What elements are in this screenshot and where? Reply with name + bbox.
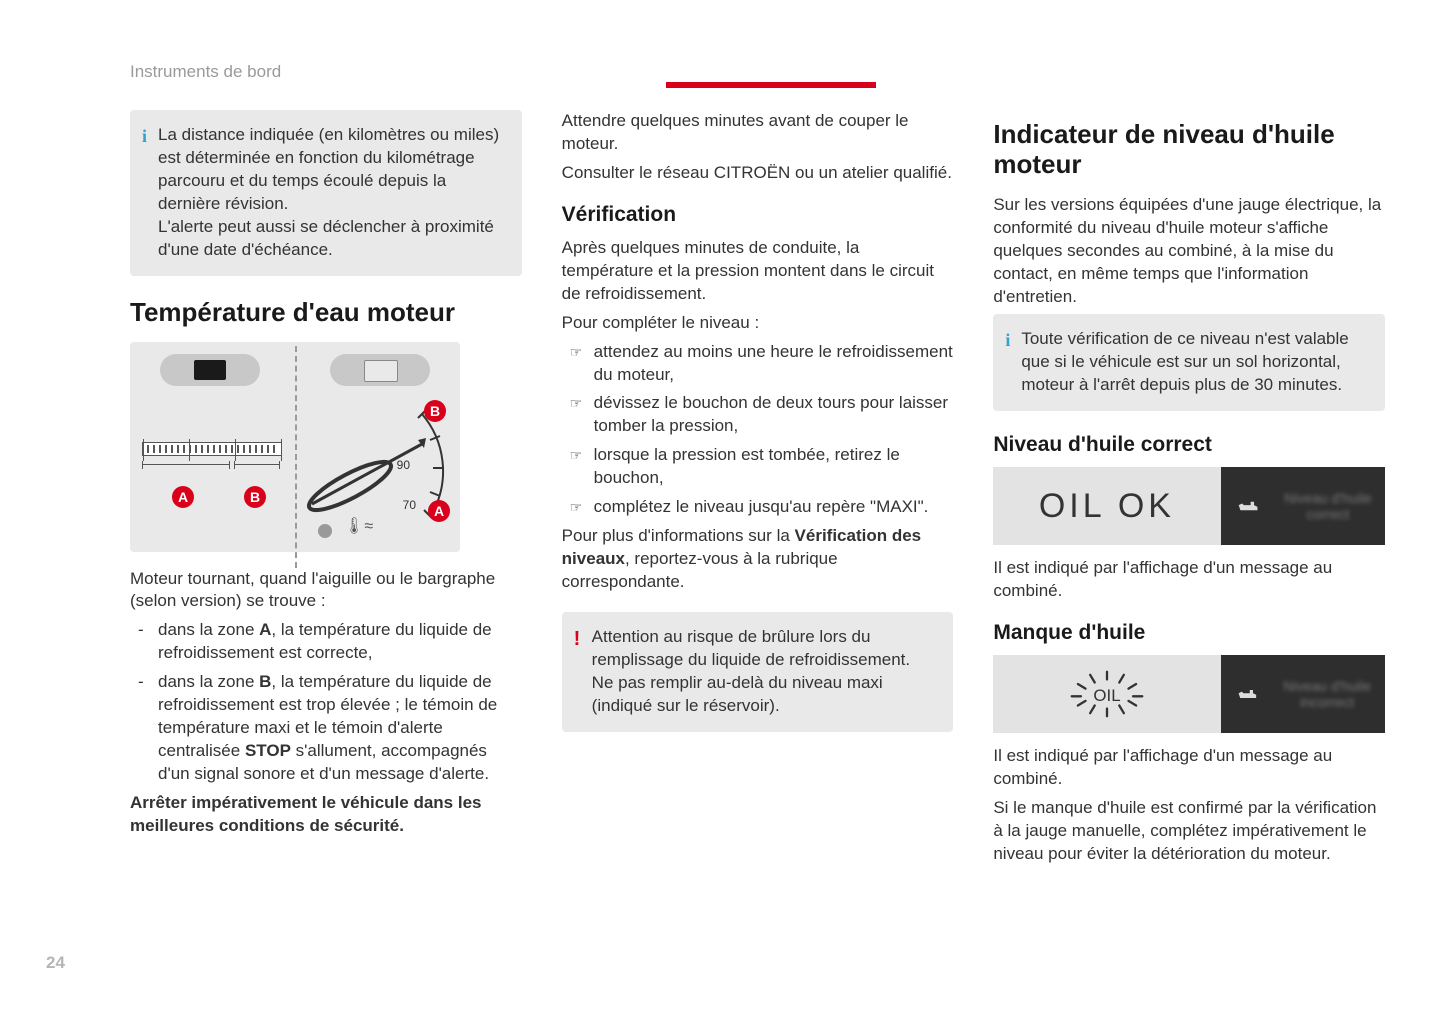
zone-a-line: dans la zone A, la température du liquid… — [130, 619, 522, 665]
oil-ok-display: OIL OK Niveau d'huile correct — [993, 467, 1385, 545]
badge-a-dial: A — [428, 500, 450, 522]
heading-oil-low: Manque d'huile — [993, 621, 1385, 645]
oil-ok-dark-panel: Niveau d'huile correct — [1221, 467, 1386, 545]
consult-instruction: Consulter le réseau CITROËN ou un atelie… — [562, 162, 954, 185]
heading-oil-indicator: Indicateur de niveau d'huile moteur — [993, 120, 1385, 180]
zone-b-line: dans la zone B, la température du liquid… — [130, 671, 522, 786]
wait-instruction: Attendre quelques minutes avant de coupe… — [562, 110, 954, 156]
bargraph-gauge: A B — [142, 442, 282, 456]
warning-icon: ! — [574, 626, 581, 653]
needle-gauge: 90 70 B A 🌡︎≈ — [306, 400, 446, 540]
heading-verification: Vérification — [562, 203, 954, 227]
oil-intro: Sur les versions équipées d'une jauge él… — [993, 194, 1385, 309]
page-columns: i La distance indiquée (en kilomètres ou… — [0, 0, 1445, 912]
oil-low-note-2: Si le manque d'huile est confirmé par la… — [993, 797, 1385, 866]
illustration-divider — [295, 346, 297, 568]
badge-b-bar: B — [244, 486, 266, 508]
page-number: 24 — [46, 953, 65, 973]
column-1: i La distance indiquée (en kilomètres ou… — [130, 60, 522, 872]
oil-blink-icon: OIL — [1061, 665, 1153, 723]
dial-dot — [318, 524, 332, 538]
oil-ok-text: OIL OK — [1039, 487, 1175, 526]
warn-box-burn: ! Attention au risque de brûlure lors du… — [562, 612, 954, 732]
oil-ok-blur-text: Niveau d'huile correct — [1271, 490, 1385, 522]
oil-can-icon — [1237, 685, 1258, 703]
header-accent-bar — [666, 82, 876, 88]
step-1: attendez au moins une heure le refroidis… — [562, 341, 954, 387]
dial-num-70: 70 — [403, 498, 416, 512]
warn-text: Attention au risque de brûlure lors du r… — [592, 627, 910, 715]
oil-low-blur-text: Niveau d'huile incorrect — [1269, 678, 1385, 710]
oil-low-display: OIL Niveau d'huile incorrect — [993, 655, 1385, 733]
step-2: dévissez le bouchon de deux tours pour l… — [562, 392, 954, 438]
oil-ok-note: Il est indiqué par l'affichage d'un mess… — [993, 557, 1385, 603]
info-box-text: La distance indiquée (en kilomètres ou m… — [158, 125, 499, 259]
temp-icon: 🌡︎≈ — [344, 516, 373, 536]
info-box-distance: i La distance indiquée (en kilomètres ou… — [130, 110, 522, 276]
stop-instruction: Arrêter impérativement le véhicule dans … — [130, 792, 522, 838]
oil-low-panel: OIL — [993, 655, 1220, 733]
section-header: Instruments de bord — [130, 62, 281, 82]
oil-can-icon — [1237, 497, 1259, 515]
step-3: lorsque la pression est tombée, retirez … — [562, 444, 954, 490]
oil-blink-text: OIL — [1093, 686, 1120, 705]
column-2: Attendre quelques minutes avant de coupe… — [562, 60, 954, 872]
info-oil-text: Toute vérification de ce niveau n'est va… — [1021, 329, 1348, 394]
gauge-illustration: A B 90 70 B A — [130, 342, 460, 552]
oil-low-dark-panel: Niveau d'huile incorrect — [1221, 655, 1386, 733]
dial-num-90: 90 — [397, 458, 410, 472]
info-icon: i — [1005, 328, 1010, 352]
badge-a-bar: A — [172, 486, 194, 508]
gauge-intro: Moteur tournant, quand l'aiguille ou le … — [130, 568, 522, 614]
info-icon: i — [142, 124, 147, 148]
zone-list: dans la zone A, la température du liquid… — [130, 619, 522, 786]
heading-temperature: Température d'eau moteur — [130, 298, 522, 328]
step-4: complétez le niveau jusqu'au repère "MAX… — [562, 496, 954, 519]
column-3: Indicateur de niveau d'huile moteur Sur … — [993, 60, 1385, 872]
cluster-shape-left — [160, 354, 260, 386]
oil-low-note-1: Il est indiqué par l'affichage d'un mess… — [993, 745, 1385, 791]
verif-p2: Pour compléter le niveau : — [562, 312, 954, 335]
more-info: Pour plus d'informations sur la Vérifica… — [562, 525, 954, 594]
info-box-oil-check: i Toute vérification de ce niveau n'est … — [993, 314, 1385, 411]
oil-ok-panel: OIL OK — [993, 467, 1220, 545]
verification-steps: attendez au moins une heure le refroidis… — [562, 341, 954, 520]
cluster-shape-right — [330, 354, 430, 386]
verif-p1: Après quelques minutes de conduite, la t… — [562, 237, 954, 306]
badge-b-dial: B — [424, 400, 446, 422]
heading-oil-ok: Niveau d'huile correct — [993, 433, 1385, 457]
